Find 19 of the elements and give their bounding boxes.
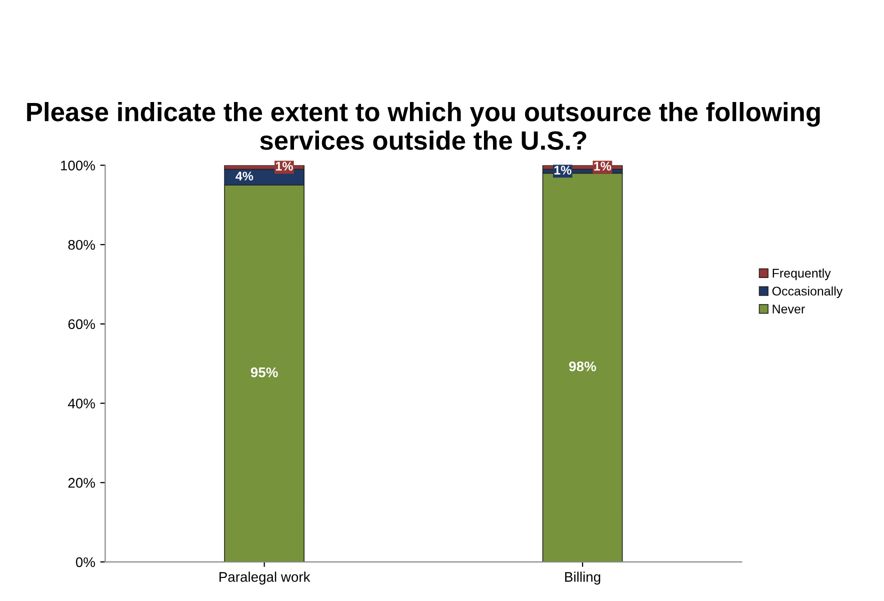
bar <box>542 172 623 562</box>
legend-label: Occasionally <box>772 286 843 298</box>
data-label: 1% <box>554 166 572 175</box>
data-label: 4% <box>236 172 254 181</box>
data-label: 98% <box>569 361 596 372</box>
legend-label: Never <box>772 304 805 314</box>
x-tick-label: Billing <box>565 572 600 585</box>
y-tick-label: 20% <box>68 478 95 488</box>
data-label: 1% <box>594 162 612 171</box>
y-tick-label: 60% <box>68 319 95 330</box>
y-tick-label: 40% <box>68 398 95 408</box>
data-label: 95% <box>250 367 278 378</box>
y-tick-label: 100% <box>61 160 95 170</box>
y-tick-label: 80% <box>68 240 95 250</box>
legend-label: Frequently <box>772 268 831 280</box>
chart-title: Please indicate the extent to which you outsource the following services outside the U.S.? <box>27 102 820 150</box>
data-label: 1% <box>276 162 293 171</box>
x-tick-label: Paralegal work <box>220 572 310 585</box>
y-tick-label: 0% <box>76 557 95 568</box>
